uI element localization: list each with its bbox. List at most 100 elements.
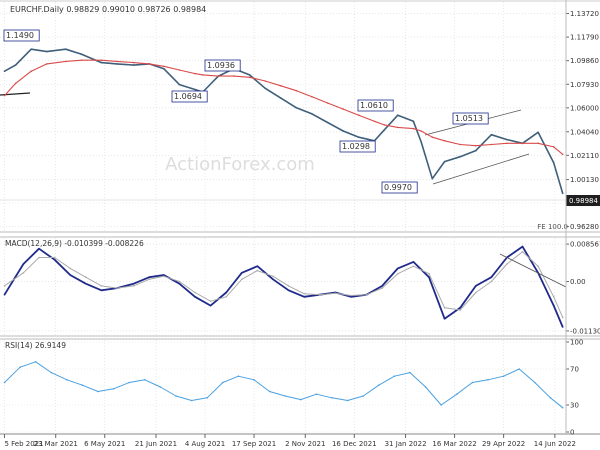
- annotation-label: 1.0513: [455, 114, 483, 123]
- signal-point: [506, 263, 508, 265]
- y-tick-label: 1.07930: [570, 81, 599, 89]
- price-point: [552, 162, 555, 164]
- signal-point: [490, 280, 493, 283]
- rsi-point: [81, 384, 84, 387]
- signal-point: [3, 285, 6, 287]
- rsi-point: [424, 386, 427, 388]
- price-point: [311, 113, 313, 115]
- rsi-point: [471, 381, 474, 384]
- signal-point: [319, 293, 321, 296]
- sma-point: [178, 69, 181, 71]
- macd-point: [178, 282, 181, 285]
- macd-point: [69, 274, 71, 276]
- sma-point: [132, 61, 135, 64]
- signal-point: [381, 287, 384, 289]
- signal-point: [287, 285, 290, 287]
- signal-point: [412, 265, 415, 268]
- price-point: [475, 149, 477, 152]
- sma-point: [431, 136, 434, 138]
- price-point: [459, 155, 462, 158]
- sma-point: [202, 74, 204, 76]
- price-point: [506, 138, 508, 141]
- rsi-point: [315, 393, 318, 396]
- signal-point: [561, 316, 564, 319]
- rsi-series-line: [4, 361, 564, 409]
- macd-point: [272, 278, 274, 281]
- signal-point: [194, 291, 196, 294]
- signal-point: [69, 267, 71, 270]
- macd-point: [303, 296, 306, 298]
- macd-point: [22, 263, 25, 265]
- sma-point: [3, 94, 6, 97]
- y-tick-label: 1.02110: [570, 152, 599, 160]
- macd-point: [443, 317, 446, 320]
- signal-point: [38, 256, 40, 259]
- y-tick-label: 70: [570, 366, 579, 374]
- price-annotations: 1.1490 1.0936 1.0694 1.0610 1.0298 1.0513 0.99…: [3, 29, 489, 194]
- macd-panel-title: MACD(12,26,9) -0.010399 -0.008226: [5, 239, 144, 248]
- x-tick-label: 6 May 2021: [84, 440, 125, 448]
- macd-point: [287, 289, 290, 292]
- y-tick-label: 0: [570, 429, 574, 437]
- macd-point: [100, 289, 103, 292]
- annotation-box: [452, 112, 489, 125]
- macd-series-line: [3, 245, 564, 328]
- sma-point: [561, 153, 564, 156]
- rsi-point: [34, 361, 37, 363]
- macd-point: [428, 276, 430, 279]
- price-lines: [3, 48, 564, 195]
- rsi-y-axis: 100 70 30 0: [566, 339, 583, 437]
- price-point: [116, 63, 118, 65]
- price-point: [420, 141, 423, 143]
- price-point: [280, 97, 282, 99]
- y-tick-label: 1.06000: [570, 104, 599, 112]
- sma-point: [475, 144, 477, 147]
- price-point: [561, 192, 564, 195]
- sma-point: [490, 143, 493, 146]
- x-tick-label: 21 Jun 2021: [135, 440, 177, 448]
- sma-point: [233, 75, 235, 77]
- y-tick-label: 1.11790: [570, 34, 599, 42]
- rsi-panel: 100 70 30 0 RSI(14) 26.9149: [0, 338, 600, 437]
- signal-point: [459, 309, 462, 311]
- rsi-point: [175, 395, 177, 397]
- annotation-label: 1.0298: [342, 142, 370, 151]
- signal-point: [209, 300, 212, 303]
- rsi-point: [253, 379, 255, 381]
- x-tick-label: 29 Apr 2022: [482, 440, 525, 448]
- y-tick-label: 1.09860: [570, 57, 599, 65]
- last-price-label: 0.98984: [569, 197, 598, 205]
- rsi-point: [112, 388, 115, 390]
- sma-point: [217, 75, 220, 77]
- macd-y-axis: 0.008567 0.00 -0.011302: [566, 241, 600, 335]
- macd-point: [85, 282, 87, 285]
- price-point: [397, 114, 399, 116]
- sma-point: [506, 142, 508, 145]
- macd-point: [552, 304, 555, 307]
- sma-point: [64, 60, 67, 63]
- sma-point: [30, 70, 32, 72]
- y-tick-label: 1.04040: [570, 128, 599, 136]
- annotation-label: 1.0936: [207, 61, 235, 70]
- rsi-point: [534, 381, 536, 384]
- macd-point: [412, 261, 415, 263]
- y-tick-label: 1.13720: [570, 10, 599, 18]
- sma-point: [443, 140, 446, 142]
- macd-point: [209, 304, 212, 307]
- rsi-point: [50, 371, 53, 374]
- sma-point: [326, 102, 329, 104]
- rsi-point: [487, 379, 489, 381]
- price-point: [412, 120, 415, 123]
- x-tick-label: 2 Nov 2021: [285, 440, 325, 448]
- x-tick-label: 17 Sep 2021: [232, 440, 276, 448]
- rsi-point: [331, 397, 333, 399]
- signal-point: [443, 307, 446, 309]
- rsi-point: [206, 397, 208, 399]
- macd-point: [397, 267, 399, 270]
- rsi-point: [97, 390, 99, 393]
- price-point: [46, 50, 48, 53]
- price-point: [383, 129, 386, 131]
- watermark: ActionForex.com: [165, 154, 315, 175]
- signal-point: [428, 272, 430, 275]
- rsi-point: [393, 375, 396, 378]
